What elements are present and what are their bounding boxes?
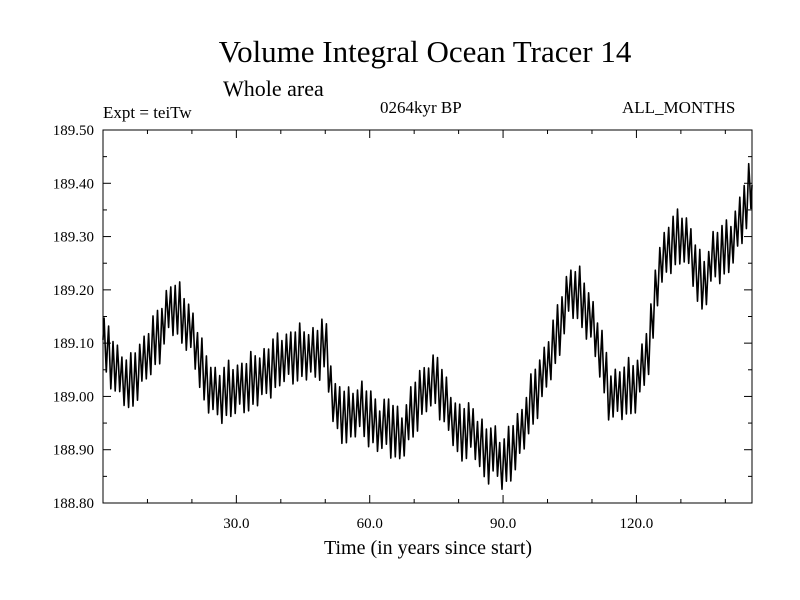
- axis-ticks: [103, 129, 752, 504]
- y-tick-label: 189.20: [53, 283, 94, 299]
- experiment-label: Expt = teiTw: [103, 103, 192, 122]
- plot-frame: [102, 129, 753, 504]
- x-tick-label: 30.0: [223, 516, 249, 532]
- y-tick-label: 189.40: [53, 176, 94, 192]
- x-axis-label: Time (in years since start): [323, 537, 533, 559]
- x-tick-label: 120.0: [620, 516, 654, 532]
- x-tick-label: 90.0: [490, 516, 516, 532]
- y-tick-label: 188.90: [53, 443, 94, 459]
- y-tick-label: 188.80: [53, 496, 94, 512]
- y-tick-label: 189.50: [53, 123, 94, 139]
- period-label: 0264kyr BP: [380, 98, 462, 117]
- y-tick-label: 189.10: [53, 336, 94, 352]
- chart-subtitle: Whole area: [223, 76, 324, 101]
- axis-tick-labels: 30.0 60.0 90.0 120.0 188.80 188.90 189.00 189.1…: [53, 123, 654, 532]
- chart-title: Volume Integral Ocean Tracer 14: [218, 34, 632, 69]
- months-label: ALL_MONTHS: [622, 98, 736, 117]
- series-line-tracer-14: [102, 162, 753, 490]
- x-tick-label: 60.0: [357, 516, 383, 532]
- y-tick-label: 189.00: [53, 389, 94, 405]
- y-tick-label: 189.30: [53, 230, 94, 246]
